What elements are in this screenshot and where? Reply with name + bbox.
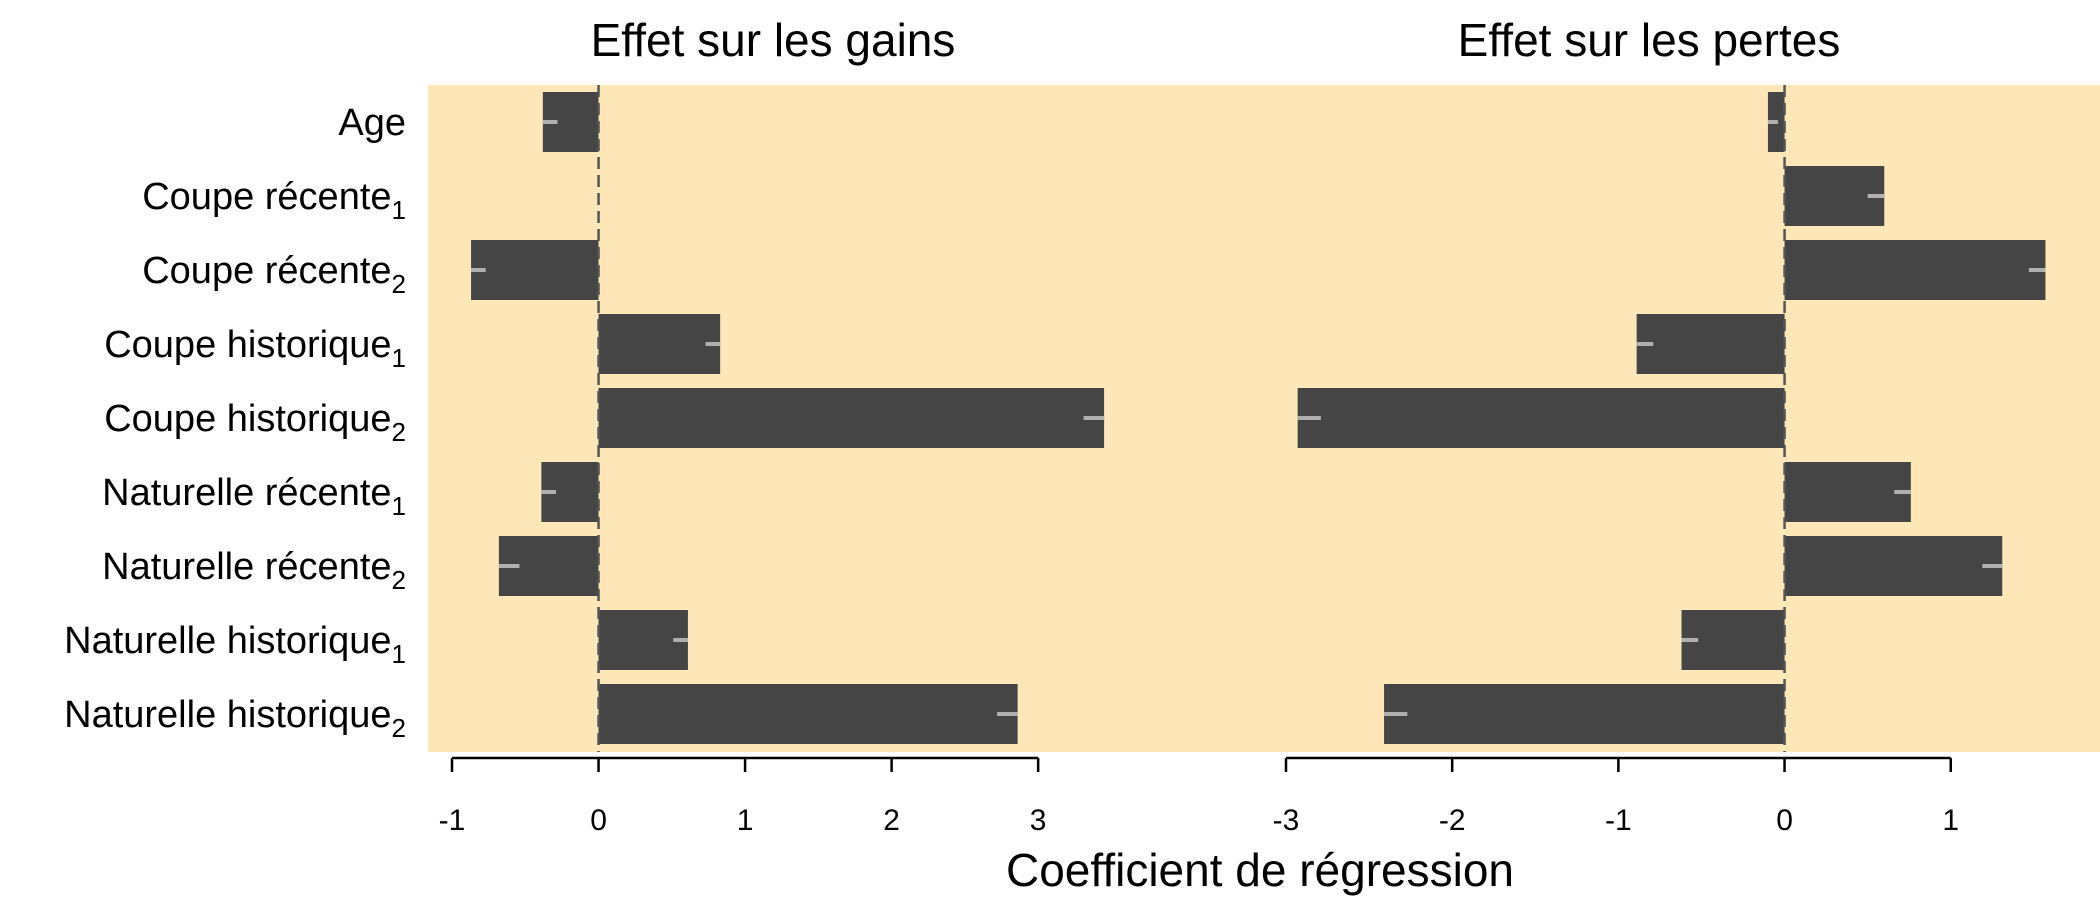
bar-1-9 — [598, 684, 1018, 744]
category-label-4: Coupe historique1 — [104, 324, 406, 373]
bar-1-3 — [471, 240, 599, 300]
bar-2-9 — [1384, 684, 1785, 744]
x-tick-label-1-4: 2 — [883, 804, 900, 837]
bar-1-5 — [598, 388, 1105, 448]
x-tick-label-1-2: 0 — [590, 804, 607, 837]
category-label-9: Naturelle historique2 — [64, 694, 406, 743]
x-tick-label-1-1: -1 — [439, 804, 466, 837]
category-label-6: Naturelle récente1 — [102, 472, 406, 521]
category-label-2: Coupe récente1 — [142, 176, 406, 225]
bar-1-4 — [598, 314, 721, 374]
x-tick-label-2-5: 1 — [1942, 804, 1959, 837]
category-label-5: Coupe historique2 — [104, 398, 406, 447]
x-tick-label-2-4: 0 — [1776, 804, 1793, 837]
panel-title-1: Effet sur les gains — [591, 14, 956, 66]
bar-2-3 — [1784, 240, 2046, 300]
panel-2: Effet sur les pertes -3 -2 -1 0 1 — [1273, 14, 2046, 837]
x-tick-label-2-1: -3 — [1273, 804, 1300, 837]
category-label-8: Naturelle historique1 — [64, 620, 406, 669]
x-tick-label-2-3: -1 — [1605, 804, 1632, 837]
bar-2-7 — [1784, 536, 2003, 596]
bar-1-8 — [598, 610, 688, 670]
x-tick-label-1-3: 1 — [737, 804, 754, 837]
bar-2-8 — [1681, 610, 1785, 670]
bar-2-6 — [1784, 462, 1911, 522]
category-label-7: Naturelle récente2 — [102, 546, 406, 595]
bar-2-2 — [1784, 166, 1885, 226]
panel-1: Effet sur les gains -1 0 1 2 3 — [439, 14, 1105, 837]
panel-title-2: Effet sur les pertes — [1458, 14, 1841, 66]
category-label-1: Age — [338, 102, 406, 144]
bar-2-5 — [1297, 388, 1785, 448]
bar-2-4 — [1636, 314, 1785, 374]
x-tick-label-1-5: 3 — [1030, 804, 1047, 837]
category-label-3: Coupe récente2 — [142, 250, 406, 299]
x-tick-label-2-2: -2 — [1439, 804, 1466, 837]
category-labels: Age Coupe récente1 Coupe récente2 Coupe his… — [64, 102, 406, 743]
x-axis-label: Coefficient de régression — [1006, 844, 1514, 896]
